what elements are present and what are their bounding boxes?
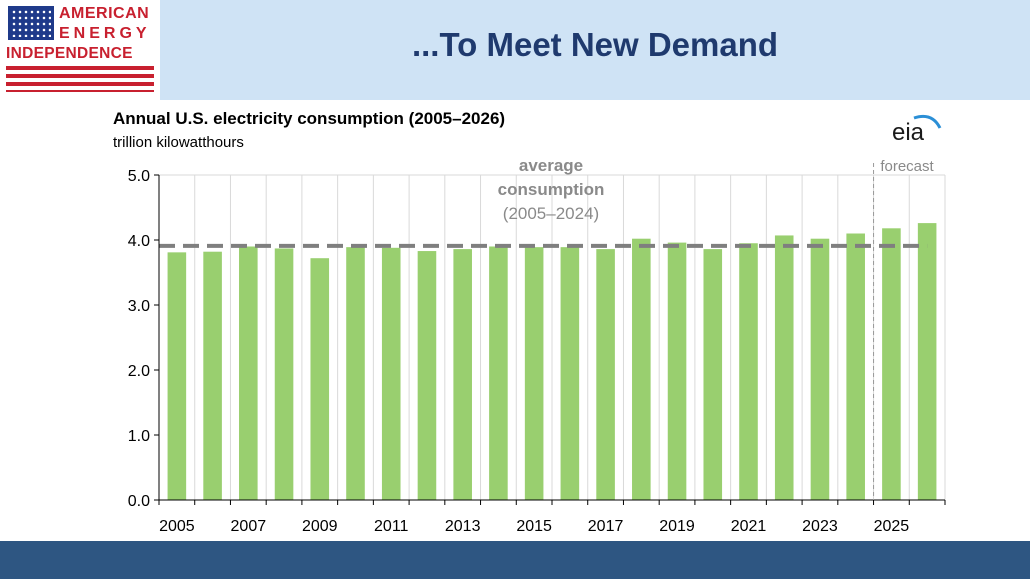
logo-word-american: AMERICAN — [59, 5, 150, 22]
bar-2022 — [774, 235, 794, 500]
axes: 0.0 1.0 2.0 3.0 4.0 5.0 2005 2007 2009 2011 2013 20… — [128, 168, 946, 535]
bar-2023 — [810, 238, 830, 500]
x-tick-label: 2005 — [159, 518, 195, 535]
x-tick-label: 2007 — [231, 518, 267, 535]
x-tick-label: 2015 — [516, 518, 552, 535]
bar-2019 — [667, 242, 687, 500]
bar-2006 — [203, 251, 222, 500]
bar-2011 — [381, 247, 401, 500]
bar-2020 — [703, 249, 723, 500]
bar-2026 — [917, 223, 937, 500]
header-band — [160, 0, 1030, 100]
chart-title: Annual U.S. electricity consumption (200… — [113, 109, 505, 128]
logo-word-energy: ENERGY — [59, 25, 151, 42]
y-tick-label: 1.0 — [128, 428, 150, 445]
bar-2013 — [453, 249, 472, 500]
flag-icon — [8, 6, 54, 40]
bar-2025 — [882, 228, 901, 501]
y-tick-label: 4.0 — [128, 233, 150, 250]
x-tick-label: 2021 — [731, 518, 767, 535]
eia-logo: eia — [892, 114, 942, 146]
bar-2015 — [524, 247, 544, 500]
y-tick-label: 3.0 — [128, 298, 150, 315]
bar-2009 — [310, 258, 330, 500]
x-tick-label: 2009 — [302, 518, 338, 535]
bar-2021 — [739, 243, 758, 500]
chart-subtitle: trillion kilowatthours — [113, 134, 244, 151]
bar-2005 — [167, 252, 187, 500]
bar-2014 — [489, 246, 508, 500]
page-title: ...To Meet New Demand — [411, 26, 779, 63]
x-tick-label: 2019 — [659, 518, 695, 535]
x-tick-label: 2013 — [445, 518, 481, 535]
footer-band — [0, 541, 1030, 579]
american-energy-independence-logo: AMERICAN ENERGY INDEPENDENCE — [0, 0, 160, 100]
x-tick-label: 2023 — [802, 518, 838, 535]
bar-2024 — [846, 233, 865, 500]
forecast-label: forecast — [880, 158, 934, 175]
bar-2016 — [560, 247, 580, 500]
bar-2017 — [596, 249, 615, 500]
y-tick-label: 2.0 — [128, 363, 150, 380]
eia-swoosh-icon — [913, 114, 942, 129]
average-label-line2: consumption — [498, 180, 605, 199]
bar-2008 — [274, 248, 294, 500]
gridlines — [159, 174, 946, 500]
average-label-line1: average — [519, 156, 583, 175]
bar-2010 — [346, 247, 365, 500]
bar-2012 — [417, 251, 437, 500]
y-tick-label: 5.0 — [128, 168, 150, 185]
bar-2007 — [239, 246, 258, 500]
bar-2018 — [632, 238, 651, 500]
y-tick-label: 0.0 — [128, 493, 150, 510]
logo-word-independence: INDEPENDENCE — [6, 45, 133, 62]
electricity-consumption-chart: Annual U.S. electricity consumption (200… — [113, 109, 946, 535]
x-tick-label: 2011 — [374, 518, 409, 535]
eia-logo-text: eia — [892, 119, 925, 146]
average-label-line3: (2005–2024) — [503, 204, 599, 223]
annotations: average consumption (2005–2024) forecast — [498, 156, 935, 500]
x-tick-label: 2017 — [588, 518, 624, 535]
x-tick-label: 2025 — [874, 518, 910, 535]
bars — [159, 223, 937, 501]
flag-stripes-icon — [6, 66, 154, 92]
